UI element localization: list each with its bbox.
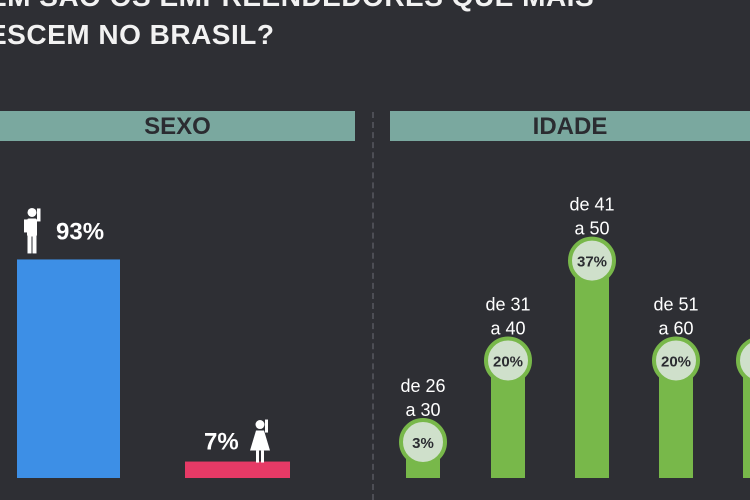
idade-bar-4 <box>743 360 750 478</box>
sexo-bar-feminino <box>185 461 290 478</box>
idade-category-label-3-0: de 51 <box>653 295 698 315</box>
idade-value-label-0: 3% <box>412 435 434 452</box>
sexo-value-label-feminino: 7% <box>204 429 239 456</box>
chart-title-line-1: EM SÃO OS EMPREENDEDORES QUE MAIS <box>0 0 594 16</box>
idade-bubble-1 <box>484 336 532 385</box>
chart-title-line-2: ESCEM NO BRASIL? <box>0 19 275 50</box>
idade-category-label-1-0: de 31 <box>485 295 530 315</box>
female-person-icon <box>250 419 270 463</box>
idade-bubble-3 <box>652 336 700 385</box>
sexo-panel-header: SEXO <box>0 111 355 141</box>
idade-bubble-4 <box>736 338 750 383</box>
sexo-chart: 93% 7% <box>17 207 290 478</box>
idade-bar-2 <box>575 260 609 478</box>
chart-title: EM SÃO OS EMPREENDEDORES QUE MAIS ESCEM … <box>0 0 594 54</box>
idade-category-label-2-0: de 41 <box>569 195 614 215</box>
idade-value-label-1: 20% <box>493 354 523 371</box>
sexo-bar-masculino <box>17 259 120 478</box>
idade-category-label-2-1: a 50 <box>574 219 609 239</box>
idade-category-label-1-1: a 40 <box>490 319 525 339</box>
idade-value-label-2: 37% <box>577 254 607 271</box>
idade-bubble-2 <box>568 236 616 285</box>
idade-panel-header: IDADE <box>390 111 750 141</box>
idade-chart: 3% de 26 a 30 20% de 31 a 40 37% de 41 a 50 20% de… <box>399 195 750 478</box>
idade-value-label-3: 20% <box>661 354 691 371</box>
panel-divider <box>372 112 374 500</box>
idade-bubble-0 <box>399 418 447 466</box>
idade-category-label-3-1: a 60 <box>658 319 693 339</box>
idade-category-label-0-0: de 26 <box>400 376 445 396</box>
sexo-value-label-masculino: 93% <box>56 218 104 245</box>
male-person-icon <box>24 207 41 254</box>
idade-category-label-0-1: a 30 <box>405 400 440 420</box>
